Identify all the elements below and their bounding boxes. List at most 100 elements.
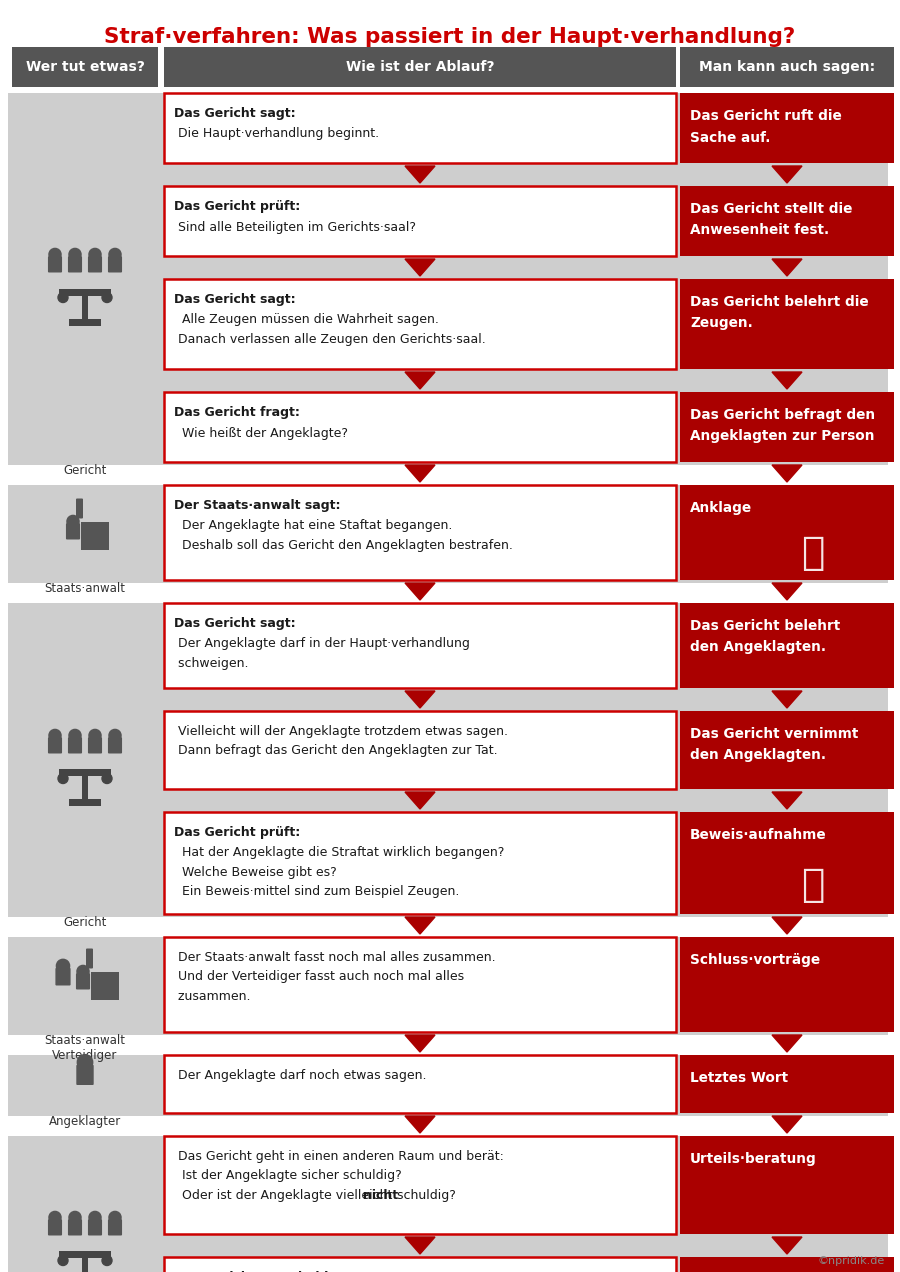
Text: schuldig?: schuldig? — [392, 1189, 455, 1202]
FancyBboxPatch shape — [8, 93, 888, 466]
Polygon shape — [405, 466, 435, 482]
Circle shape — [89, 248, 101, 261]
Polygon shape — [405, 167, 435, 183]
Polygon shape — [772, 1116, 802, 1133]
Polygon shape — [405, 583, 435, 600]
Circle shape — [89, 1211, 101, 1224]
Polygon shape — [405, 1116, 435, 1133]
FancyBboxPatch shape — [108, 256, 122, 272]
FancyBboxPatch shape — [164, 1136, 676, 1234]
Text: Das Gericht prüft:: Das Gericht prüft: — [174, 200, 301, 212]
FancyBboxPatch shape — [86, 949, 93, 968]
FancyBboxPatch shape — [76, 499, 83, 519]
Text: Der Angeklagte darf noch etwas sagen.: Der Angeklagte darf noch etwas sagen. — [174, 1068, 427, 1082]
Polygon shape — [405, 259, 435, 276]
Text: schweigen.: schweigen. — [174, 658, 248, 670]
FancyBboxPatch shape — [69, 800, 101, 806]
Text: Der Staats·anwalt fasst noch mal alles zusammen.: Der Staats·anwalt fasst noch mal alles z… — [174, 951, 496, 964]
Text: Der Staats·anwalt sagt:: Der Staats·anwalt sagt: — [174, 499, 340, 513]
Text: Staats·anwalt
Verteidiger: Staats·anwalt Verteidiger — [44, 1034, 125, 1062]
Text: Letztes Wort: Letztes Wort — [690, 1071, 788, 1085]
Text: Wie heißt der Angeklagte?: Wie heißt der Angeklagte? — [174, 426, 348, 440]
FancyBboxPatch shape — [164, 47, 676, 86]
Text: Gericht: Gericht — [63, 464, 107, 477]
FancyBboxPatch shape — [68, 1219, 82, 1235]
Polygon shape — [772, 583, 802, 600]
FancyBboxPatch shape — [680, 392, 894, 462]
FancyBboxPatch shape — [680, 1136, 894, 1234]
Circle shape — [67, 515, 79, 528]
Polygon shape — [772, 1236, 802, 1254]
Text: Gericht: Gericht — [63, 916, 107, 929]
FancyBboxPatch shape — [8, 1136, 888, 1272]
Text: Beweis·aufnahme: Beweis·aufnahme — [690, 828, 826, 842]
FancyBboxPatch shape — [164, 485, 676, 580]
FancyBboxPatch shape — [59, 770, 111, 776]
Circle shape — [49, 1211, 61, 1224]
FancyBboxPatch shape — [82, 291, 88, 322]
FancyBboxPatch shape — [164, 603, 676, 688]
FancyBboxPatch shape — [88, 256, 102, 272]
Text: 📋: 📋 — [801, 534, 824, 572]
Polygon shape — [405, 1236, 435, 1254]
Text: ©npridik.de: ©npridik.de — [818, 1255, 885, 1266]
Polygon shape — [772, 1035, 802, 1052]
Text: Vielleicht will der Angeklagte trotzdem etwas sagen.: Vielleicht will der Angeklagte trotzdem … — [174, 725, 508, 738]
FancyBboxPatch shape — [108, 1219, 122, 1235]
FancyBboxPatch shape — [164, 711, 676, 789]
FancyBboxPatch shape — [76, 1065, 94, 1085]
Circle shape — [58, 773, 68, 784]
Text: Anwesenheit fest.: Anwesenheit fest. — [690, 224, 829, 238]
Text: Das Gericht belehrt die: Das Gericht belehrt die — [690, 295, 868, 309]
Circle shape — [109, 729, 121, 742]
Text: Das Gericht ruft die: Das Gericht ruft die — [690, 109, 842, 123]
FancyBboxPatch shape — [164, 186, 676, 256]
FancyBboxPatch shape — [81, 523, 109, 551]
Circle shape — [58, 293, 68, 303]
FancyBboxPatch shape — [68, 256, 82, 272]
Text: Alle Zeugen müssen die Wahrheit sagen.: Alle Zeugen müssen die Wahrheit sagen. — [174, 313, 439, 327]
FancyBboxPatch shape — [680, 1054, 894, 1113]
Text: nicht: nicht — [363, 1189, 398, 1202]
Circle shape — [77, 965, 89, 977]
Text: Man kann auch sagen:: Man kann auch sagen: — [699, 60, 875, 74]
FancyBboxPatch shape — [680, 711, 894, 789]
Circle shape — [58, 1255, 68, 1266]
Text: Oder ist der Angeklagte vielleicht: Oder ist der Angeklagte vielleicht — [174, 1189, 396, 1202]
Text: Das Gericht befragt den: Das Gericht befragt den — [690, 408, 875, 422]
FancyBboxPatch shape — [164, 279, 676, 369]
FancyBboxPatch shape — [164, 812, 676, 915]
FancyBboxPatch shape — [88, 738, 102, 753]
Polygon shape — [772, 466, 802, 482]
Polygon shape — [405, 792, 435, 809]
FancyBboxPatch shape — [164, 392, 676, 462]
Text: Der Angeklagte hat eine Staftat begangen.: Der Angeklagte hat eine Staftat begangen… — [174, 519, 453, 533]
Text: Der Angeklagte darf in der Haupt·verhandlung: Der Angeklagte darf in der Haupt·verhand… — [174, 637, 470, 650]
Circle shape — [49, 248, 61, 261]
FancyBboxPatch shape — [12, 47, 158, 86]
FancyBboxPatch shape — [8, 485, 888, 583]
Text: Staats·anwalt: Staats·anwalt — [44, 583, 125, 595]
FancyBboxPatch shape — [56, 968, 70, 986]
Text: Das Gericht stellt die: Das Gericht stellt die — [690, 202, 852, 216]
Text: Danach verlassen alle Zeugen den Gerichts·saal.: Danach verlassen alle Zeugen den Gericht… — [174, 333, 486, 346]
Text: den Angeklagten.: den Angeklagten. — [690, 748, 826, 762]
Text: Wie ist der Ablauf?: Wie ist der Ablauf? — [346, 60, 494, 74]
FancyBboxPatch shape — [108, 738, 122, 753]
Text: Welche Beweise gibt es?: Welche Beweise gibt es? — [174, 866, 337, 879]
Text: Anklage: Anklage — [690, 501, 752, 515]
FancyBboxPatch shape — [91, 973, 119, 1001]
Polygon shape — [405, 691, 435, 709]
Circle shape — [102, 293, 112, 303]
Polygon shape — [405, 917, 435, 934]
Polygon shape — [772, 259, 802, 276]
FancyBboxPatch shape — [48, 256, 62, 272]
Polygon shape — [772, 917, 802, 934]
FancyBboxPatch shape — [680, 1257, 894, 1272]
Polygon shape — [405, 1035, 435, 1052]
Text: Straf·verfahren: Was passiert in der Haupt·verhandlung?: Straf·verfahren: Was passiert in der Hau… — [104, 27, 796, 47]
FancyBboxPatch shape — [69, 318, 101, 326]
Text: Das Gericht sagt:: Das Gericht sagt: — [174, 107, 295, 120]
Circle shape — [102, 773, 112, 784]
FancyBboxPatch shape — [680, 937, 894, 1032]
